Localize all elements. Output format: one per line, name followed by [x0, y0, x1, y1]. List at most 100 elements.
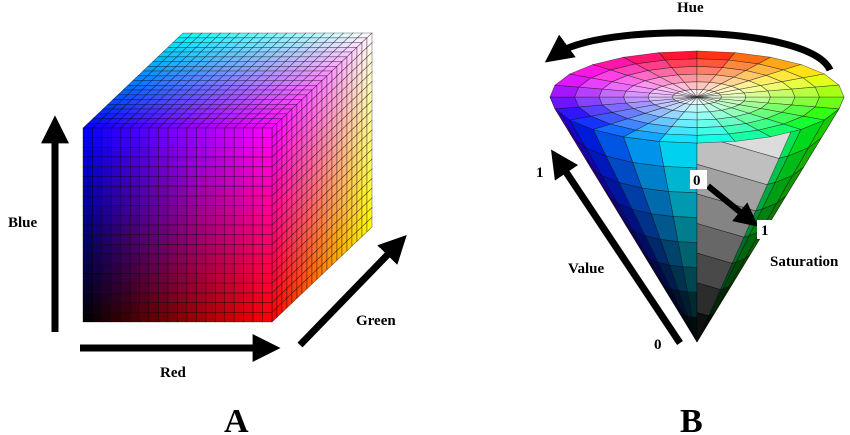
cube-front-cell	[158, 215, 169, 226]
cube-front-cell	[92, 156, 103, 168]
value-arrow	[551, 149, 683, 345]
cube-front-cell	[233, 137, 244, 148]
cube-front-cell	[205, 282, 216, 294]
cube-front-cell	[215, 215, 226, 226]
cube-front-cell	[111, 273, 122, 284]
cube-front-cell	[120, 205, 131, 216]
cube-front-cell	[101, 311, 112, 323]
cube-front-cell	[120, 137, 131, 148]
cube-front-cell	[120, 176, 131, 187]
cube-front-cell	[177, 311, 188, 323]
cube-front-cell	[167, 282, 178, 294]
cube-front-cell	[158, 176, 169, 187]
cube-front-cell	[139, 166, 150, 177]
cube-front-cell	[186, 282, 197, 294]
cube-front-cell	[101, 185, 112, 197]
cube-front-cell	[196, 263, 207, 274]
cube-front-cell	[111, 292, 122, 303]
cube-front-cell	[111, 224, 122, 235]
cube-front-cell	[148, 282, 159, 294]
cube-front-cell	[120, 127, 131, 138]
cube-front-cell	[148, 215, 159, 226]
cube-front-cell	[101, 263, 112, 274]
cone-side-cell	[678, 311, 698, 343]
cube-front-cell	[262, 127, 273, 138]
cube-front-cell	[186, 185, 197, 197]
cube-front-cell	[233, 234, 244, 245]
cube-front-cell	[252, 244, 263, 255]
panel-b-letter: B	[680, 403, 703, 435]
cube-front-cell	[139, 215, 150, 226]
cube-front-cell	[215, 302, 226, 313]
cube-front-cell	[111, 263, 122, 274]
cube-front-cell	[224, 147, 235, 158]
cube-front-cell	[101, 205, 112, 216]
cube-front-cell	[215, 147, 226, 158]
cube-front-cell	[186, 224, 197, 235]
cube-front-cell	[139, 224, 150, 235]
cube-front-cell	[252, 166, 263, 177]
cube-front-cell	[262, 137, 273, 148]
cube-front-cell	[92, 215, 103, 226]
cube-front-cell	[158, 311, 169, 323]
cube-front-cell	[252, 234, 263, 245]
cube-front-cell	[224, 166, 235, 177]
cube-front-cell	[177, 176, 188, 187]
cube-front-cell	[224, 292, 235, 303]
cube-front-cell	[252, 282, 263, 294]
cube-front-cell	[158, 147, 169, 158]
cube-front-cell	[139, 195, 150, 206]
cube-front-cell	[262, 185, 273, 197]
cube-front-cell	[224, 137, 235, 148]
panel-a-letter: A	[224, 403, 249, 435]
cube-front-cell	[167, 195, 178, 206]
cube-front-cell	[92, 195, 103, 206]
cube-front-cell	[262, 234, 273, 245]
cube-front-cell	[92, 263, 103, 274]
cube-front-cell	[205, 176, 216, 187]
cube-front-cell	[243, 244, 254, 255]
cube-front-cell	[205, 215, 216, 226]
cube-front-cell	[252, 147, 263, 158]
cube-front-cell	[215, 195, 226, 206]
cube-front-cell	[224, 311, 235, 323]
cube-front-cell	[224, 234, 235, 245]
cube-front-cell	[186, 311, 197, 323]
cube-front-cell	[205, 166, 216, 177]
cube-front-cell	[196, 282, 207, 294]
cube-front-cell	[252, 215, 263, 226]
cube-front-cell	[101, 127, 112, 138]
cube-front-cell	[148, 253, 159, 265]
cube-front-cell	[233, 195, 244, 206]
cube-front-cell	[167, 137, 178, 148]
cube-front-cell	[130, 127, 140, 138]
cube-front-cell	[139, 185, 150, 197]
cone-top-cell	[574, 96, 603, 108]
cube-front-cell	[233, 185, 244, 197]
cube-front-cell	[101, 166, 112, 177]
cube-front-cell	[130, 156, 140, 168]
cube-front-cell	[139, 263, 150, 274]
cube-front-cell	[82, 195, 93, 206]
cube-front-cell	[224, 127, 235, 138]
cube-front-cell	[196, 292, 207, 303]
cube-front-cell	[224, 195, 235, 206]
cube-front-cell	[158, 166, 169, 177]
cube-front-cell	[139, 147, 150, 158]
cube-front-cell	[158, 244, 169, 255]
cube-front-cell	[158, 127, 169, 138]
cube-front-cell	[139, 205, 150, 216]
cube-front-cell	[139, 282, 150, 294]
cube-front-cell	[82, 273, 93, 284]
cube-front-cell	[158, 224, 169, 235]
cube-front-cell	[243, 205, 254, 216]
green-axis-label: Green	[356, 313, 396, 329]
cube-front-cell	[120, 224, 131, 235]
cube-front-cell	[262, 166, 273, 177]
cube-front-cell	[130, 263, 140, 274]
cube-front-cell	[120, 302, 131, 313]
cube-front-cell	[215, 127, 226, 138]
cube-front-cell	[148, 195, 159, 206]
cube-front-cell	[177, 224, 188, 235]
cube-front-cell	[215, 273, 226, 284]
